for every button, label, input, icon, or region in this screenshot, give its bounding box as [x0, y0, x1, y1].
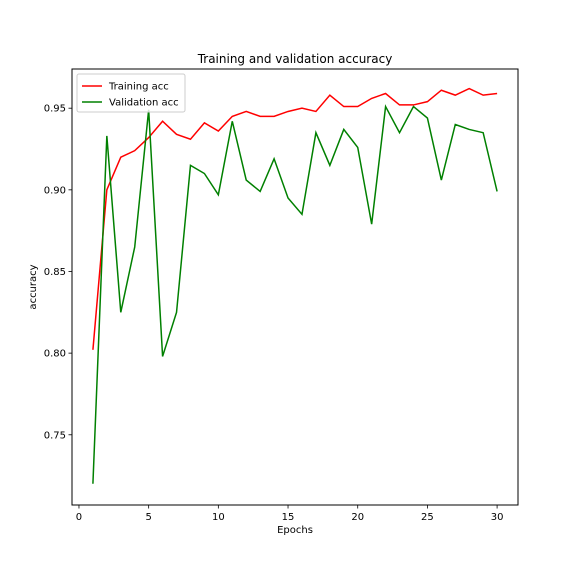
series-line-validation-acc: [92, 104, 498, 484]
y-axis-label: accuracy: [28, 264, 39, 309]
legend-label-validation-acc: Validation acc: [109, 98, 179, 109]
series-line-training-acc: [92, 87, 498, 350]
chart-title: Training and validation accuracy: [197, 52, 393, 66]
legend-box: [76, 73, 186, 113]
y-tick-label: 0.85: [44, 267, 66, 278]
y-tick-label: 0.95: [44, 104, 66, 115]
x-tick-label: 15: [282, 512, 295, 523]
y-tick-label: 0.75: [44, 430, 66, 441]
x-tick-label: 20: [351, 512, 364, 523]
legend-label-training-acc: Training acc: [108, 82, 169, 93]
y-axis-ticks: 0.75 0.80 0.85 0.90 0.95: [44, 104, 72, 441]
plot-series: [92, 87, 498, 484]
plot-frame: [71, 68, 519, 506]
x-axis-label: Epochs: [277, 525, 313, 536]
x-tick-label: 5: [145, 512, 151, 523]
legend: Training acc Validation acc: [76, 73, 186, 113]
y-tick-label: 0.80: [44, 349, 66, 360]
x-tick-label: 30: [491, 512, 504, 523]
y-tick-label: 0.90: [44, 185, 66, 196]
x-axis-ticks: 0 5 10 15 20 25 30: [76, 505, 504, 523]
x-tick-label: 0: [76, 512, 82, 523]
x-tick-label: 10: [212, 512, 225, 523]
x-tick-label: 25: [421, 512, 434, 523]
